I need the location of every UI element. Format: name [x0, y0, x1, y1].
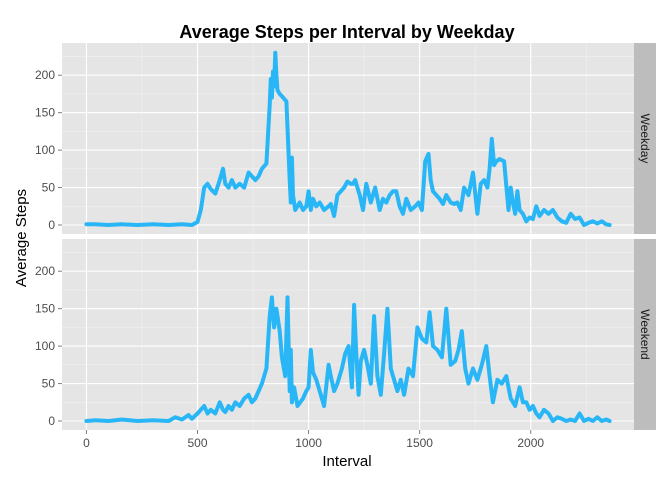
panel-weekday: 0 50 100 150 200 Weekday: [35, 43, 656, 234]
y-tick-label: 50: [42, 181, 56, 195]
y-tick-label: 0: [48, 218, 55, 232]
facet-strip-label: Weekend: [638, 309, 652, 359]
y-tick-label: 100: [35, 339, 55, 353]
x-axis: 0 500 1000 1500 2000: [83, 430, 544, 450]
y-axis-title: Average Steps: [13, 189, 30, 287]
panel-background: [62, 43, 634, 234]
series-line-weekend: [84, 295, 612, 423]
facet-strip: [634, 239, 656, 430]
y-tick-label: 50: [42, 377, 56, 391]
x-tick-label: 1000: [295, 436, 322, 450]
panel-background: [62, 239, 634, 430]
y-tick-label: 0: [48, 414, 55, 428]
y-tick-label: 150: [35, 302, 55, 316]
facet-strip: [634, 43, 656, 234]
x-tick-label: 1500: [406, 436, 433, 450]
panels-layer: 0 50 100 150 200 Weekday 0 50 100 150 200 Weekend 0 5…: [35, 43, 656, 450]
y-tick-label: 200: [35, 68, 55, 82]
panel-weekend: 0 50 100 150 200 Weekend: [35, 239, 656, 430]
x-axis-title: Interval: [322, 453, 371, 470]
y-tick-label: 100: [35, 143, 55, 157]
y-tick-label: 200: [35, 264, 55, 278]
chart-title: Average Steps per Interval by Weekday: [179, 22, 514, 42]
x-tick-label: 500: [187, 436, 207, 450]
x-tick-label: 2000: [517, 436, 544, 450]
series-line-weekday: [84, 50, 612, 227]
x-tick-label: 0: [83, 436, 90, 450]
y-tick-label: 150: [35, 106, 55, 120]
facet-strip-label: Weekday: [638, 114, 652, 164]
